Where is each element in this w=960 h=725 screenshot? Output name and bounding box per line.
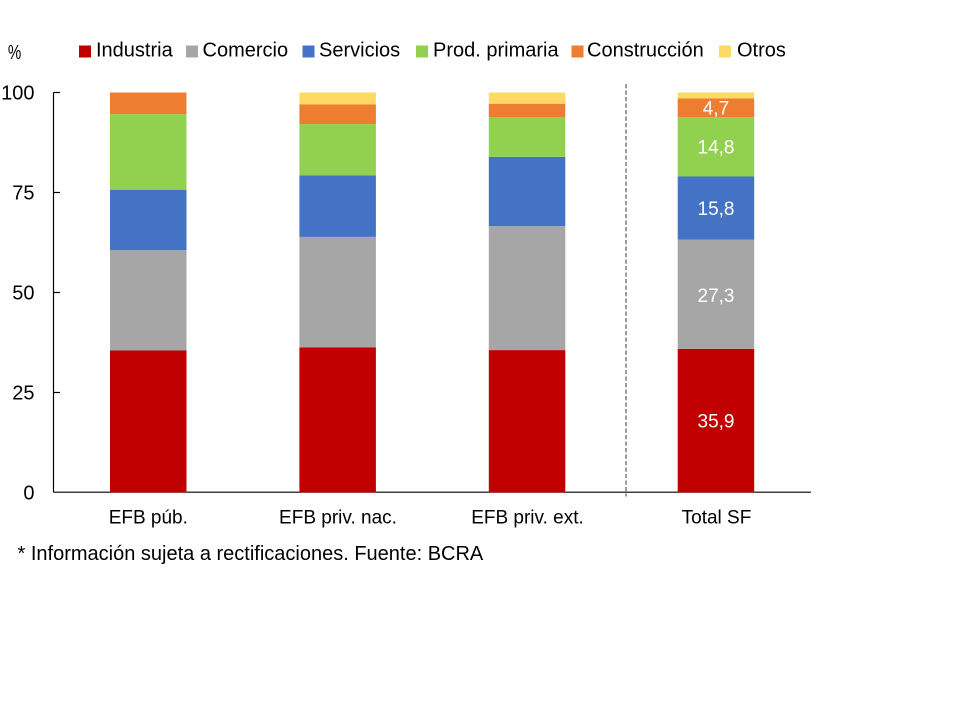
svg-text:* Información sujeta a rectifi: * Información sujeta a rectificaciones. … <box>18 543 484 565</box>
svg-text:75: 75 <box>12 183 34 205</box>
svg-text:14,8: 14,8 <box>698 138 735 159</box>
svg-text:4,7: 4,7 <box>703 99 729 120</box>
svg-text:Servicios: Servicios <box>319 40 400 62</box>
svg-text:Construcción: Construcción <box>587 40 704 62</box>
svg-text:EFB priv. ext.: EFB priv. ext. <box>471 507 584 528</box>
svg-text:EFB priv. nac.: EFB priv. nac. <box>279 507 397 528</box>
svg-text:50: 50 <box>12 283 34 305</box>
svg-text:Industria: Industria <box>96 40 174 62</box>
svg-text:EFB púb.: EFB púb. <box>109 507 188 528</box>
svg-text:Otros: Otros <box>737 40 786 62</box>
svg-text:Comercio: Comercio <box>203 40 289 62</box>
svg-text:0: 0 <box>23 482 34 504</box>
svg-text:Total SF: Total SF <box>682 507 752 528</box>
svg-text:100: 100 <box>1 83 34 105</box>
svg-text:Prod. primaria: Prod. primaria <box>433 40 559 62</box>
svg-text:27,3: 27,3 <box>698 286 735 307</box>
svg-text:35,9: 35,9 <box>698 412 735 433</box>
svg-text:25: 25 <box>12 383 34 405</box>
svg-text:%: % <box>8 42 22 64</box>
svg-text:15,8: 15,8 <box>698 199 735 220</box>
